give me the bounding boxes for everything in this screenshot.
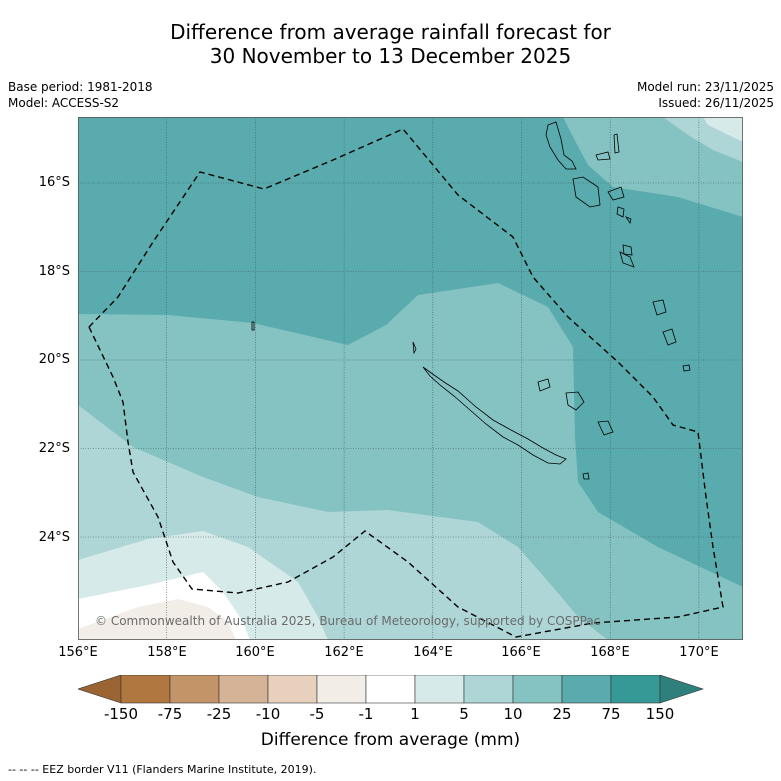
lat-label-24s: 24°S [38, 530, 70, 545]
colorbar [78, 675, 704, 704]
colorbar-label: 25 [552, 705, 572, 723]
colorbar-label: 150 [645, 705, 675, 723]
rainfall-map [78, 117, 743, 640]
colorbar-cell [365, 675, 416, 704]
map-frame [78, 117, 743, 640]
colorbar-label: -10 [255, 705, 281, 723]
coastlines [251, 121, 691, 480]
meta-right: Model run: 23/11/2025 Issued: 26/11/2025 [637, 79, 774, 111]
colorbar-cell [512, 675, 563, 704]
colorbar-label: -150 [103, 705, 139, 723]
model-name: Model: ACCESS-S2 [8, 96, 120, 110]
eez-border [88, 128, 724, 638]
lon-label-164e: 164°E [413, 645, 453, 660]
colorbar-title: Difference from average (mm) [260, 730, 521, 750]
colorbar-cell [610, 675, 661, 704]
lat-label-22s: 22°S [38, 441, 70, 456]
colorbar-label: 10 [503, 705, 523, 723]
colorbar-cell [169, 675, 220, 704]
model-run: Model run: 23/11/2025 [636, 80, 774, 94]
meta-left: Base period: 1981-2018 Model: ACCESS-S2 [8, 79, 153, 111]
colorbar-over-arrow [659, 675, 704, 704]
lon-label-162e: 162°E [324, 645, 364, 660]
colorbar-cell [120, 675, 171, 704]
colorbar-label: -75 [157, 705, 183, 723]
colorbar-label: -25 [206, 705, 232, 723]
colorbar-label: 75 [601, 705, 621, 723]
colorbar-cell [218, 675, 269, 704]
lat-label-20s: 20°S [38, 352, 70, 367]
title-line-1: Difference from average rainfall forecas… [170, 20, 611, 44]
colorbar-cell [463, 675, 514, 704]
lat-label-16s: 16°S [38, 175, 70, 190]
colorbar-label: 1 [410, 705, 420, 723]
colorbar-label: 5 [459, 705, 469, 723]
lon-label-170e: 170°E [679, 645, 719, 660]
lon-label-166e: 166°E [501, 645, 541, 660]
graticule [78, 117, 743, 640]
copyright-notice: © Commonwealth of Australia 2025, Bureau… [95, 614, 601, 628]
new-caledonia-coast [422, 366, 567, 465]
colorbar-label: -1 [358, 705, 374, 723]
colorbar-cell [316, 675, 367, 704]
lon-label-158e: 158°E [147, 645, 187, 660]
colorbar-cells [120, 675, 661, 704]
base-period: Base period: 1981-2018 [8, 80, 153, 94]
colorbar-cell [414, 675, 465, 704]
lon-label-168e: 168°E [590, 645, 630, 660]
band-10-25-ne [563, 117, 743, 217]
vanuatu-coast [545, 121, 577, 170]
colorbar-cell [561, 675, 612, 704]
lat-label-18s: 18°S [38, 264, 70, 279]
issued-date: Issued: 26/11/2025 [658, 96, 774, 110]
lon-label-156e: 156°E [58, 645, 98, 660]
lon-label-160e: 160°E [235, 645, 275, 660]
colorbar-under-arrow [78, 675, 122, 704]
chart-title: Difference from average rainfall forecas… [0, 20, 781, 68]
eez-legend-note: -- -- -- EEZ border V11 (Flanders Marine… [8, 763, 317, 776]
band-1-5-ne [703, 117, 743, 142]
band-neg5-neg1 [78, 599, 236, 640]
colorbar-cell [267, 675, 318, 704]
colorbar-label: -5 [309, 705, 325, 723]
title-line-2: 30 November to 13 December 2025 [209, 44, 572, 68]
